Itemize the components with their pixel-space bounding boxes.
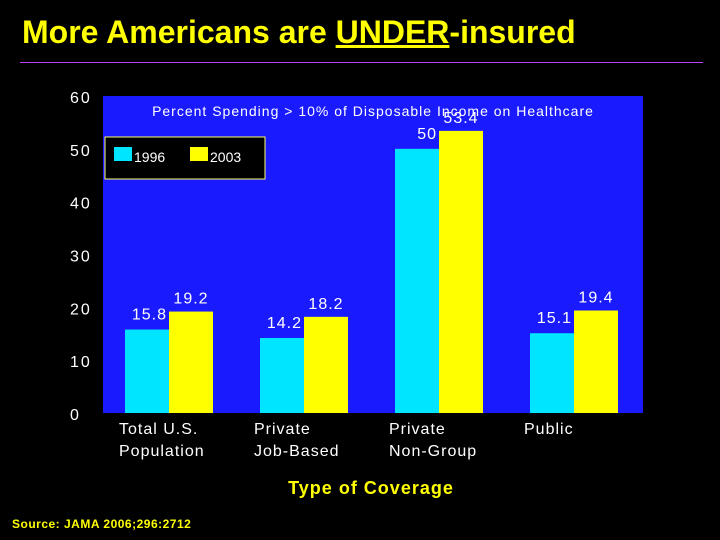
data-label: 19.4 bbox=[578, 290, 613, 307]
category-label: Private bbox=[254, 421, 311, 438]
y-tick-label: 20 bbox=[70, 301, 92, 318]
legend-swatch-2003 bbox=[190, 147, 208, 161]
y-tick-label: 30 bbox=[70, 249, 92, 266]
bar-2003 bbox=[439, 130, 483, 413]
data-label: 50 bbox=[417, 126, 437, 143]
legend-label: 2003 bbox=[210, 149, 241, 165]
category-label: Population bbox=[119, 443, 205, 460]
title-underlined: UNDER bbox=[335, 14, 450, 50]
title-divider bbox=[20, 62, 703, 63]
category-label: Private bbox=[389, 421, 446, 438]
chart-title: Percent Spending > 10% of Disposable Inc… bbox=[152, 103, 594, 119]
category-label: Total U.S. bbox=[119, 421, 198, 438]
source-citation: Source: JAMA 2006;296:2712 bbox=[12, 517, 192, 531]
bar-2003 bbox=[304, 316, 348, 413]
bar-2003 bbox=[169, 311, 213, 413]
y-tick-label: 60 bbox=[70, 90, 92, 107]
data-label: 15.1 bbox=[537, 310, 572, 327]
category-label: Public bbox=[524, 421, 574, 438]
title-post: -insured bbox=[449, 14, 576, 50]
data-label: 53.4 bbox=[443, 110, 478, 127]
data-label: 14.2 bbox=[267, 315, 302, 332]
bar-1996 bbox=[530, 333, 574, 413]
y-tick-label: 10 bbox=[70, 354, 92, 371]
title-pre: More Americans are bbox=[22, 14, 336, 50]
bar-1996 bbox=[395, 148, 439, 414]
category-label: Job-Based bbox=[254, 443, 340, 460]
y-tick-label: 0 bbox=[70, 407, 81, 424]
category-label: Non-Group bbox=[389, 443, 477, 460]
data-label: 19.2 bbox=[173, 291, 208, 308]
bar-1996 bbox=[125, 329, 169, 413]
data-label: 15.8 bbox=[132, 307, 167, 324]
bar-2003 bbox=[574, 310, 618, 413]
x-axis-label: Type of Coverage bbox=[288, 478, 454, 498]
y-tick-label: 40 bbox=[70, 196, 92, 213]
legend-label: 1996 bbox=[134, 149, 165, 165]
y-tick-label: 50 bbox=[70, 143, 92, 160]
bar-1996 bbox=[260, 337, 304, 413]
legend-swatch-1996 bbox=[114, 147, 132, 161]
slide-title: More Americans are UNDER-insured bbox=[22, 14, 576, 51]
data-label: 18.2 bbox=[308, 296, 343, 313]
